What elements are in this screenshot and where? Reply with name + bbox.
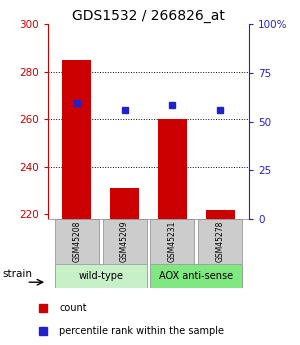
Text: wild-type: wild-type (78, 271, 123, 281)
Bar (206, 209, 235, 219)
Text: strain: strain (2, 269, 32, 279)
Bar (150, 264, 242, 288)
Text: count: count (59, 303, 87, 313)
Bar (103, 219, 147, 264)
Text: AOX anti-sense: AOX anti-sense (159, 271, 233, 281)
Title: GDS1532 / 266826_at: GDS1532 / 266826_at (72, 9, 225, 23)
Bar (158, 119, 187, 219)
Text: GSM45208: GSM45208 (72, 221, 81, 262)
Bar (55, 264, 147, 288)
Bar (198, 219, 242, 264)
Text: GSM45231: GSM45231 (168, 221, 177, 262)
Bar (55, 219, 99, 264)
Bar (150, 219, 194, 264)
Bar (62, 60, 91, 219)
Bar (110, 188, 139, 219)
Text: GSM45209: GSM45209 (120, 221, 129, 262)
Text: GSM45278: GSM45278 (216, 221, 225, 262)
Text: percentile rank within the sample: percentile rank within the sample (59, 326, 224, 335)
